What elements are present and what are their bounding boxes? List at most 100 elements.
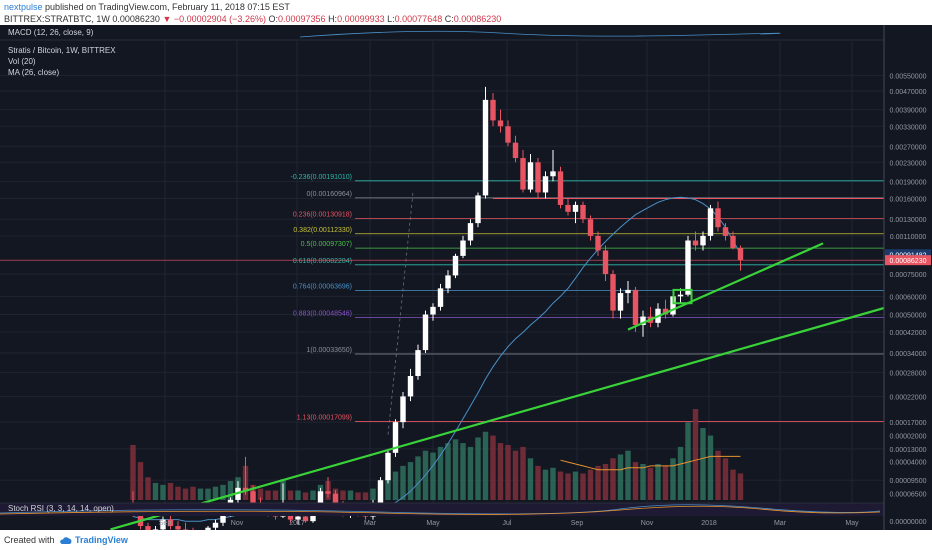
stoch-label: Stoch RSI (3, 3, 14, 14, open) — [8, 504, 114, 513]
candle-body — [407, 375, 414, 397]
volume-bar — [430, 452, 436, 500]
candle-body — [505, 126, 511, 143]
volume-bar — [640, 463, 646, 500]
stoch-band — [0, 503, 884, 516]
fib-level-label: 0.883(0.00048546) — [293, 310, 352, 317]
macd-label: MACD (12, 26, close, 9) — [8, 28, 94, 37]
volume-bar — [385, 477, 391, 500]
h-value: 0.00099933 — [337, 14, 385, 24]
price-badge — [885, 249, 931, 260]
candle-body — [175, 526, 181, 530]
volume-bar — [212, 486, 219, 500]
volume-bar — [737, 473, 744, 500]
candle-body — [572, 204, 579, 212]
y-tick-label: 0.00230000 — [890, 160, 927, 167]
created-with-text: Created with — [4, 535, 55, 545]
volume-bar — [205, 488, 211, 500]
highlight-box — [672, 288, 693, 305]
candle-body — [587, 219, 594, 236]
volume-bar — [512, 450, 519, 500]
y-tick-label: 0.00190000 — [890, 179, 927, 186]
volume-bar — [407, 462, 414, 500]
candle-body — [737, 248, 744, 261]
axes: 0.00550000 0.00470000 0.00390000 0.00330000… — [159, 25, 932, 530]
trendlines[interactable] — [110, 242, 914, 530]
x-tick-label: Mar — [364, 520, 377, 527]
volume-bar — [685, 422, 691, 500]
volume-bar — [160, 484, 166, 500]
volume-bar — [647, 467, 654, 500]
volume-bar — [467, 446, 474, 500]
volume-bar — [482, 431, 489, 500]
candle-body — [677, 294, 684, 297]
l-label: L: — [387, 14, 395, 24]
y-tick-label: 0.00022000 — [890, 394, 927, 401]
candle-body — [325, 491, 331, 494]
candle-body — [535, 162, 541, 193]
volume-bar — [572, 471, 579, 500]
y-tick-label: 0.00550000 — [890, 73, 927, 80]
candle-body — [617, 293, 624, 311]
y-tick-label: 0.00006500 — [890, 492, 927, 499]
volume-bar — [220, 484, 226, 500]
price-badge — [885, 255, 931, 266]
volume-bar — [182, 488, 189, 500]
volume-bar — [535, 465, 541, 500]
indicator-vol: Vol (20) — [8, 57, 36, 66]
y-tick-label: 0.00390000 — [890, 108, 927, 115]
candle-body — [467, 223, 474, 241]
volume-bar — [295, 490, 301, 500]
o-label: O: — [268, 14, 278, 24]
candle-body — [700, 235, 706, 246]
volume-bar — [460, 443, 466, 500]
candle-body — [595, 235, 601, 251]
l-value: 0.00077648 — [394, 14, 443, 24]
y-tick-label: 0.00017000 — [890, 420, 927, 427]
x-tick-label: May — [845, 520, 859, 527]
volume-bar — [490, 435, 496, 500]
candle-body — [302, 516, 309, 522]
volume-bar — [557, 471, 564, 500]
volume-bar — [715, 450, 721, 500]
y-tick-label: 0.00034000 — [890, 351, 927, 358]
c-value: 0.00086230 — [453, 14, 502, 24]
candle-body — [392, 422, 399, 453]
fib-level-label: -0.236(0.00191010) — [291, 174, 353, 181]
volume-bar — [677, 446, 684, 500]
volume-bar — [707, 435, 714, 500]
y-tick-label: 0.00060000 — [890, 294, 927, 301]
candle-body — [692, 240, 699, 246]
volume-bar — [632, 462, 639, 500]
footer: Created with TradingView — [4, 535, 128, 545]
fib-level-label: 0.5(0.00097307) — [301, 241, 352, 248]
fib-level-label: 0.618(0.00082284) — [293, 258, 352, 265]
author-link[interactable]: nextpulse — [4, 2, 43, 12]
volume-bar — [700, 427, 706, 500]
volume-bar — [137, 462, 144, 500]
candle-body — [557, 171, 564, 205]
volume-bar — [722, 458, 729, 500]
volume-bar — [610, 458, 616, 500]
o-value: 0.00097356 — [277, 14, 326, 24]
candle-body — [220, 513, 226, 523]
y-tick-label: 0.00004000 — [890, 459, 927, 466]
trendline — [627, 242, 824, 331]
chart-canvas[interactable]: 0.0000 -0.236(0.00191010)0(0.00160964)0.… — [0, 25, 932, 530]
price-badge-label: 0.00086230 — [890, 258, 927, 265]
y-tick-label: 0.00002000 — [890, 434, 927, 441]
candle-body — [460, 240, 466, 256]
y-tick-label: 0.00013000 — [890, 447, 927, 454]
volume-bar — [475, 437, 481, 500]
volume-bar — [452, 439, 459, 500]
volume-bar — [265, 490, 271, 500]
candle-body — [250, 491, 256, 503]
fibonacci-retracement[interactable]: -0.236(0.00191010) 0(0.00160964) 0.236(0.0… — [0, 174, 884, 435]
volume-bar — [400, 465, 406, 500]
volume-bar — [542, 469, 549, 500]
trendline — [110, 298, 914, 530]
indicator-ma: MA (26, close) — [8, 68, 59, 77]
publish-header: nextpulse published on TradingView.com, … — [4, 2, 290, 12]
candle-body — [662, 308, 669, 315]
tradingview-brand[interactable]: TradingView — [75, 535, 128, 545]
volume-bar — [145, 477, 151, 500]
